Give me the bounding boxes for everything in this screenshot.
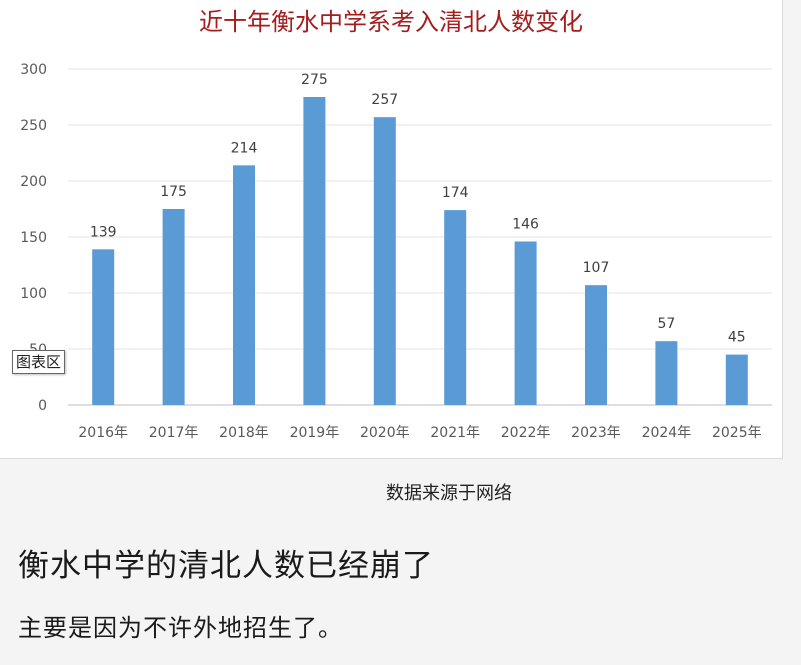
data-label: 174 bbox=[442, 185, 469, 201]
chart-area: 近十年衡水中学系考入清北人数变化 050100150200250300 1391… bbox=[0, 0, 783, 459]
x-tick-label: 2021年 bbox=[430, 425, 480, 441]
x-tick-label: 2023年 bbox=[571, 425, 621, 441]
bar bbox=[92, 249, 115, 405]
data-label: 275 bbox=[301, 72, 328, 88]
post-headline: 衡水中学的清北人数已经崩了 bbox=[18, 548, 434, 584]
x-tick-label: 2016年 bbox=[78, 425, 128, 441]
post-body: 主要是因为不许外地招生了。 bbox=[18, 614, 343, 642]
x-tick-label: 2020年 bbox=[360, 425, 410, 441]
data-label: 57 bbox=[657, 316, 675, 332]
bar bbox=[514, 241, 537, 405]
data-label: 214 bbox=[231, 140, 258, 156]
bar-chart: 近十年衡水中学系考入清北人数变化 050100150200250300 1391… bbox=[20, 8, 772, 441]
bar bbox=[585, 285, 607, 405]
bar bbox=[233, 165, 255, 405]
data-source-note: 数据来源于网络 bbox=[386, 483, 512, 504]
data-label: 45 bbox=[728, 330, 746, 346]
bar bbox=[162, 209, 185, 405]
data-label: 175 bbox=[160, 184, 187, 200]
y-tick-label: 300 bbox=[20, 62, 47, 78]
bar bbox=[444, 210, 467, 405]
bar bbox=[725, 354, 748, 405]
data-label: 139 bbox=[90, 224, 117, 240]
data-label: 146 bbox=[512, 216, 539, 232]
x-tick-label: 2019年 bbox=[290, 425, 340, 441]
chart-title: 近十年衡水中学系考入清北人数变化 bbox=[199, 8, 583, 36]
bar bbox=[303, 97, 326, 405]
x-tick-label: 2022年 bbox=[501, 425, 551, 441]
y-tick-label: 200 bbox=[20, 174, 47, 190]
y-tick-label: 0 bbox=[38, 398, 47, 414]
x-tick-label: 2025年 bbox=[712, 425, 762, 441]
data-label: 257 bbox=[371, 92, 398, 108]
y-tick-label: 100 bbox=[20, 286, 47, 302]
x-tick-label: 2017年 bbox=[149, 425, 199, 441]
y-tick-label: 150 bbox=[20, 230, 47, 246]
x-tick-label: 2024年 bbox=[642, 425, 692, 441]
y-tick-label: 250 bbox=[20, 118, 47, 134]
bar bbox=[373, 117, 396, 405]
x-tick-label: 2018年 bbox=[219, 425, 269, 441]
bar bbox=[655, 341, 678, 405]
chart-area-tooltip: 图表区 bbox=[12, 350, 66, 374]
data-label: 107 bbox=[583, 260, 610, 276]
